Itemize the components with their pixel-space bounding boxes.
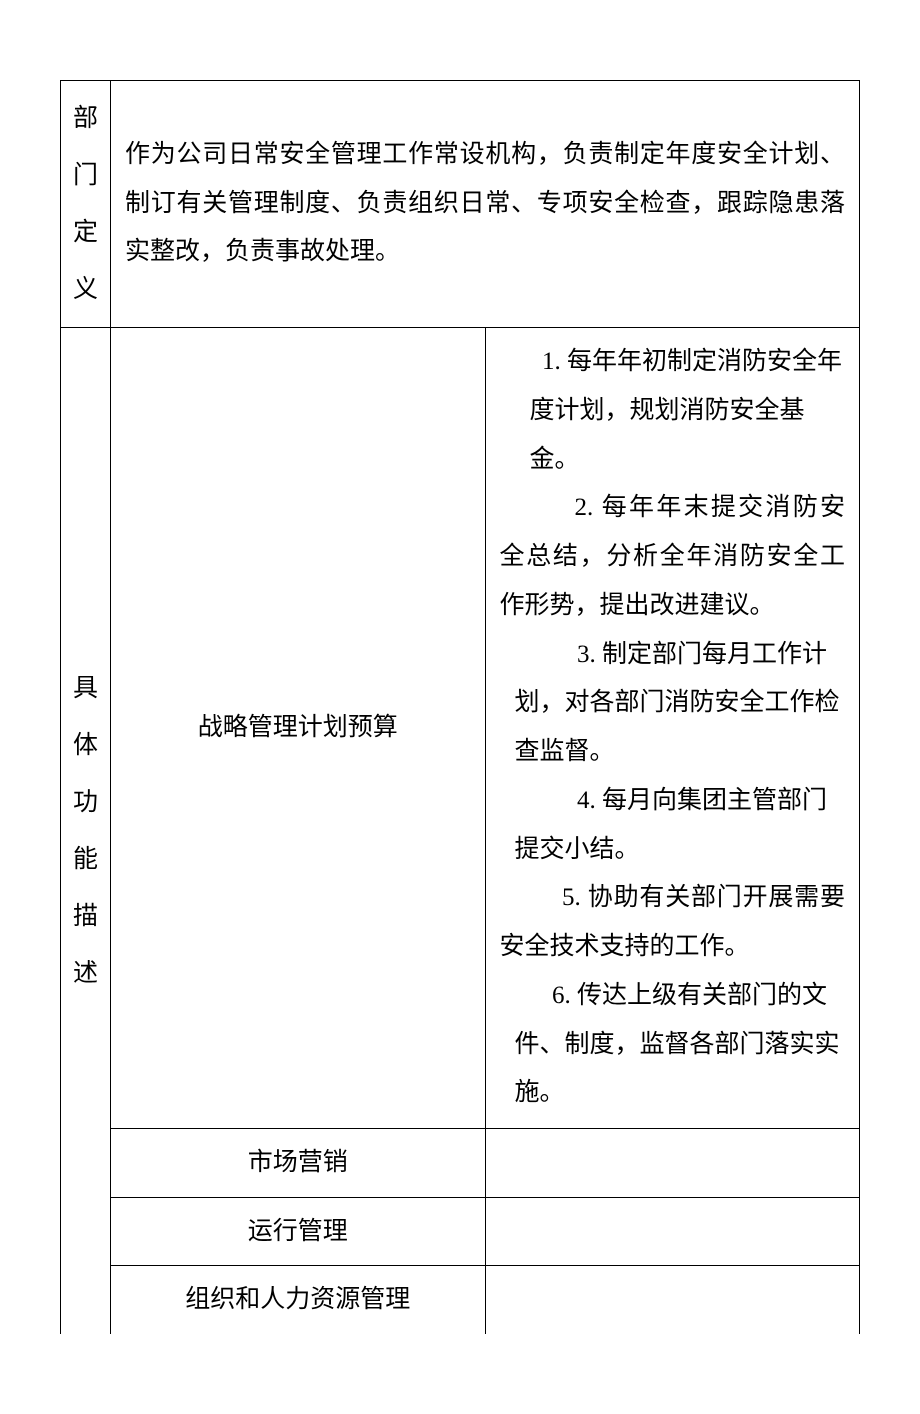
strategy-item: 5. 协助有关部门开展需要安全技术支持的工作。 [500, 874, 846, 972]
strategy-item: 6. 传达上级有关部门的文件、制度，监督各部门落实实施。 [500, 972, 846, 1118]
row-hr: 组织和人力资源管理 [61, 1266, 860, 1334]
strategy-item: 3. 制定部门每月工作计划，对各部门消防安全工作检查监督。 [500, 631, 846, 777]
char: 义 [73, 262, 98, 317]
main-table: 部 门 定 义 作为公司日常安全管理工作常设机构，负责制定年度安全计划、制订有关… [60, 80, 860, 1334]
category-strategy-label: 战略管理计划预算 [115, 704, 481, 752]
char: 部 [73, 91, 98, 146]
category-hr-label: 组织和人力资源管理 [115, 1276, 481, 1324]
category-hr-cell: 组织和人力资源管理 [111, 1266, 486, 1334]
row-strategy: 具 体 功 能 描 述 战略管理计划预算 1. 每年年初制定消防安全年度计划，规… [61, 328, 860, 1129]
row1-left-label: 部 门 定 义 [61, 91, 110, 317]
char: 描 [73, 889, 98, 944]
row2-left-label-cell: 具 体 功 能 描 述 [61, 328, 111, 1334]
strategy-content-cell: 1. 每年年初制定消防安全年度计划，规划消防安全基金。2. 每年年末提交消防安全… [485, 328, 860, 1129]
category-marketing-label: 市场营销 [115, 1139, 481, 1187]
row2-left-label: 具 体 功 能 描 述 [61, 661, 110, 1001]
strategy-item: 4. 每月向集团主管部门提交小结。 [500, 777, 846, 875]
strategy-item: 1. 每年年初制定消防安全年度计划，规划消防安全基金。 [500, 338, 846, 484]
row1-left-label-cell: 部 门 定 义 [61, 81, 111, 328]
operations-content-cell [485, 1197, 860, 1266]
char: 述 [73, 946, 98, 1001]
char: 定 [73, 205, 98, 260]
document-page: 部 门 定 义 作为公司日常安全管理工作常设机构，负责制定年度安全计划、制订有关… [60, 80, 860, 1334]
row-definition: 部 门 定 义 作为公司日常安全管理工作常设机构，负责制定年度安全计划、制订有关… [61, 81, 860, 328]
row-marketing: 市场营销 [61, 1129, 860, 1198]
definition-text: 作为公司日常安全管理工作常设机构，负责制定年度安全计划、制订有关管理制度、负责组… [125, 131, 845, 277]
char: 具 [73, 661, 98, 716]
category-marketing-cell: 市场营销 [111, 1129, 486, 1198]
char: 体 [73, 718, 98, 773]
char: 能 [73, 832, 98, 887]
char: 功 [73, 775, 98, 830]
row-operations: 运行管理 [61, 1197, 860, 1266]
strategy-item: 2. 每年年末提交消防安全总结，分析全年消防安全工作形势，提出改进建议。 [500, 484, 846, 630]
category-operations-cell: 运行管理 [111, 1197, 486, 1266]
category-operations-label: 运行管理 [115, 1208, 481, 1256]
marketing-content-cell [485, 1129, 860, 1198]
category-strategy-cell: 战略管理计划预算 [111, 328, 486, 1129]
char: 门 [73, 148, 98, 203]
hr-content-cell [485, 1266, 860, 1334]
row1-content-cell: 作为公司日常安全管理工作常设机构，负责制定年度安全计划、制订有关管理制度、负责组… [111, 81, 860, 328]
